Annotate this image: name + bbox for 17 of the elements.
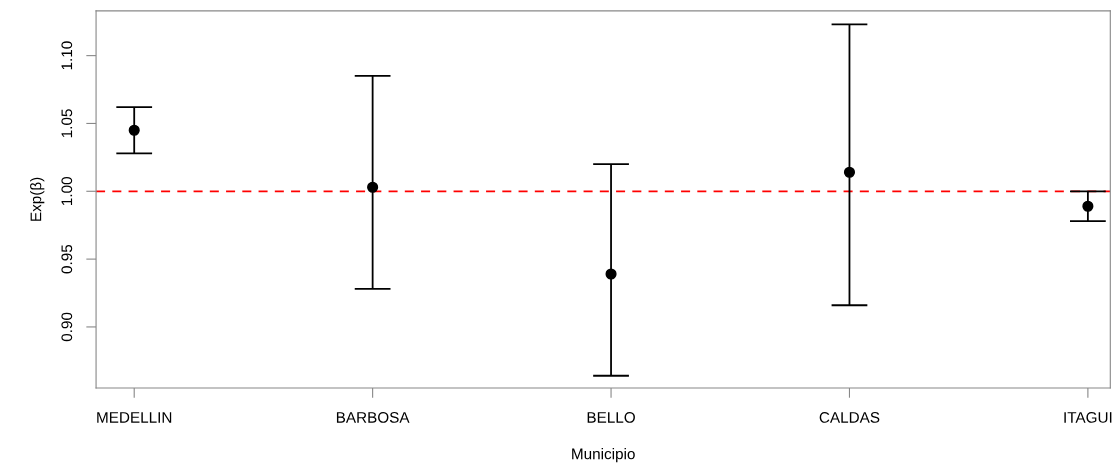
x-tick-label: CALDAS: [819, 412, 880, 423]
point: [843, 166, 856, 178]
y-axis-title: Exp(β): [30, 177, 45, 221]
x-tick-label: MEDELLIN: [97, 412, 172, 423]
y-tick-label: 0.95: [61, 244, 73, 274]
point: [128, 124, 140, 136]
x-tick-label: ITAGUI: [1064, 412, 1112, 423]
point: [1082, 200, 1094, 212]
point: [605, 268, 617, 280]
x-tick-label: BARBOSA: [336, 412, 410, 423]
y-tick-label: 1.05: [61, 109, 73, 138]
x-axis-title: Municipio: [572, 448, 635, 463]
x-tick-label: BELLO: [587, 412, 635, 423]
point: [367, 181, 379, 193]
y-tick-label: 0.90: [61, 312, 73, 342]
y-tick-label: 1.00: [61, 177, 73, 205]
y-tick-label: 1.10: [61, 41, 73, 70]
